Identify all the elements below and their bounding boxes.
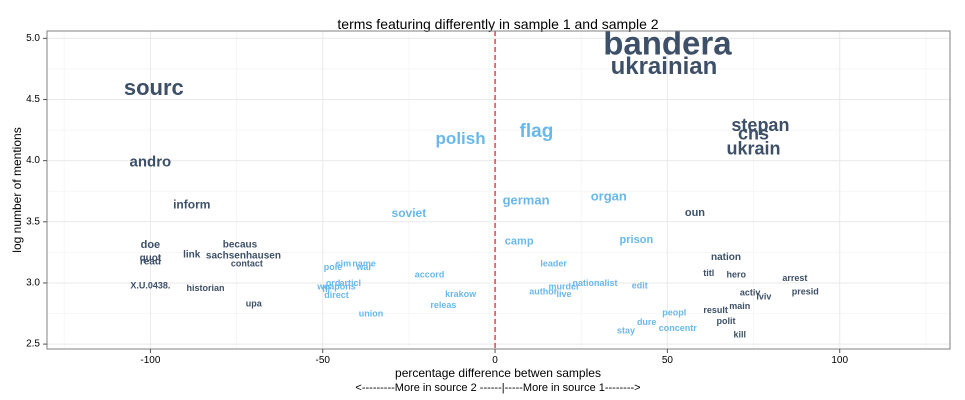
term-label: weapons: [316, 282, 356, 292]
y-axis-label: log number of mentions: [10, 127, 24, 252]
term-label: leader: [540, 258, 567, 268]
term-label: stay: [617, 326, 635, 336]
x-tick-label: 0: [492, 355, 498, 366]
term-label: live: [556, 289, 571, 299]
term-label: historian: [187, 283, 225, 293]
term-label: main: [729, 301, 750, 311]
term-label: becaus: [223, 240, 258, 251]
plot-panel-border: [46, 30, 951, 350]
term-label: murder: [548, 282, 580, 292]
term-label: articl: [340, 278, 362, 288]
term-label: accord: [415, 269, 445, 279]
term-label: krakow: [445, 289, 477, 299]
term-label: polit: [716, 316, 735, 326]
term-label: stepan: [731, 115, 789, 135]
term-label: war: [355, 262, 372, 272]
term-label: nation: [711, 252, 741, 263]
term-label: direct: [324, 290, 349, 300]
y-tick-label: 3.0: [26, 277, 40, 288]
x-tick-label: 50: [662, 355, 674, 366]
term-label: ord: [326, 278, 341, 288]
term-label: doe: [141, 239, 161, 251]
term-label: X.U.0438.: [130, 280, 170, 290]
term-label: hero: [727, 269, 747, 279]
term-labels: banderaukrainiansourcstepancnsukrainflag…: [124, 25, 819, 340]
term-label: link: [183, 249, 201, 260]
term-label: union: [359, 309, 384, 319]
term-label: concentr: [659, 323, 698, 333]
axis-ticks: -100 -50 0 50 100 2.5 3.0 3.5 4.0 4.5 5.0: [26, 33, 848, 366]
term-label: dure: [637, 317, 657, 327]
grid-layer: [47, 31, 950, 349]
term-label: sourc: [124, 75, 184, 100]
x-tick-label: -50: [315, 355, 330, 366]
y-tick-label: 4.5: [26, 94, 40, 105]
term-label: quot: [140, 253, 162, 264]
term-label: inform: [173, 198, 210, 212]
y-tick-label: 3.5: [26, 216, 40, 227]
x-axis-label: percentage difference betwen samples: [395, 366, 601, 380]
term-label: prison: [620, 234, 654, 246]
term-label: ukrainian: [611, 53, 718, 80]
term-label: presid: [792, 287, 819, 297]
x-tick-label: -100: [140, 355, 160, 366]
term-label: sim: [336, 258, 352, 268]
y-tick-label: 2.5: [26, 339, 40, 350]
term-label: arrest: [782, 273, 807, 283]
term-label: fil: [322, 284, 330, 294]
term-label: read: [140, 257, 161, 268]
term-label: contact: [231, 258, 263, 268]
term-label: activ: [740, 288, 761, 298]
term-label: result: [703, 305, 728, 315]
term-label: nationalist: [572, 278, 617, 288]
term-label: german: [503, 192, 550, 207]
term-label: edit: [632, 280, 648, 290]
term-label: pole: [324, 262, 343, 272]
term-label: soviet: [392, 206, 427, 220]
term-label: peopl: [662, 307, 686, 317]
term-label: organ: [591, 189, 627, 204]
term-label: camp: [505, 235, 534, 247]
term-label: releas: [430, 300, 456, 310]
term-label: sachsenhausen: [206, 251, 281, 262]
term-label: upa: [246, 299, 263, 309]
term-label: titl: [703, 268, 714, 278]
chart-title: terms featuring differently in sample 1 …: [337, 16, 658, 32]
x-tick-label: 100: [831, 355, 848, 366]
term-label: andro: [130, 153, 172, 170]
term-label: cns: [738, 124, 769, 144]
term-label: polish: [436, 129, 486, 148]
y-tick-label: 5.0: [26, 33, 40, 44]
y-tick-label: 4.0: [26, 155, 40, 166]
term-label: author: [529, 287, 557, 297]
term-label: ukrain: [727, 138, 781, 158]
term-label: flag: [520, 121, 554, 142]
x-axis-direction-label: <---------More in source 2 ------|-----M…: [355, 382, 640, 394]
term-label: lviv: [756, 291, 771, 301]
term-label: name: [352, 258, 376, 268]
term-label: kill: [734, 329, 747, 339]
term-label: oun: [685, 207, 705, 219]
